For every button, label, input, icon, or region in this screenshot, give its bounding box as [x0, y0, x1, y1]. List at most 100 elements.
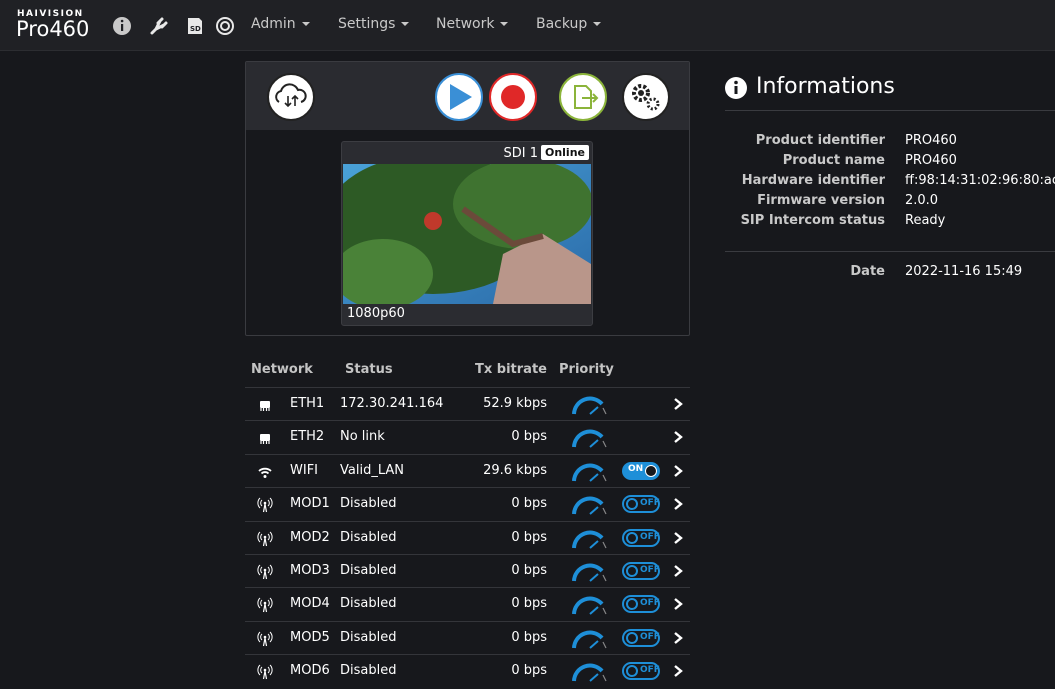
toggle-label: OFF	[640, 498, 660, 509]
interface-name: ETH2	[290, 429, 325, 445]
interface-name: MOD1	[290, 496, 330, 512]
interface-toggle[interactable]: OFF	[622, 495, 660, 514]
network-row: ETH1 172.30.241.164 52.9 kbps	[245, 387, 690, 421]
export-button[interactable]	[559, 73, 607, 121]
brand: HAIVISION	[17, 9, 84, 19]
toggle-label: OFF	[640, 598, 660, 609]
interface-name: MOD2	[290, 529, 330, 545]
row-chevron[interactable]	[672, 531, 684, 549]
row-chevron[interactable]	[672, 631, 684, 649]
svg-text:SD: SD	[190, 25, 201, 33]
info-value: PRO460	[905, 153, 957, 168]
settings-button[interactable]	[622, 73, 670, 121]
priority-gauge[interactable]	[570, 661, 610, 689]
row-chevron[interactable]	[672, 397, 684, 415]
interface-bitrate: 0 bps	[511, 596, 547, 612]
priority-gauge[interactable]	[570, 494, 610, 522]
video-thumbnail	[343, 164, 591, 304]
toggle-knob	[626, 531, 638, 544]
interface-toggle[interactable]: ON	[622, 461, 660, 480]
info-value: Ready	[905, 213, 946, 228]
network-row: WIFI Valid_LAN 29.6 kbps ON	[245, 453, 690, 489]
row-chevron[interactable]	[672, 664, 684, 682]
video-source: SDI 1	[503, 146, 539, 161]
record-button[interactable]	[489, 73, 537, 121]
menu-admin[interactable]: Admin	[251, 16, 310, 32]
interface-status: Disabled	[340, 596, 397, 612]
interface-icon	[257, 631, 273, 651]
interface-icon	[257, 497, 273, 517]
column-header: Priority	[559, 362, 614, 377]
info-value: ff:98:14:31:02:96:80:ac	[905, 173, 1055, 188]
priority-gauge[interactable]	[570, 594, 610, 622]
interface-name: MOD5	[290, 629, 330, 645]
interface-icon	[257, 531, 273, 551]
info-value: 2.0.0	[905, 193, 939, 208]
toggle-label: OFF	[640, 665, 660, 676]
header-icons[interactable]: SD	[112, 15, 237, 37]
info-label: Product name	[782, 153, 885, 168]
column-header: Tx bitrate	[475, 362, 547, 377]
cloud-button[interactable]	[267, 73, 315, 121]
interface-status: Disabled	[340, 563, 397, 578]
interface-bitrate: 0 bps	[511, 663, 547, 679]
toggle-label: OFF	[640, 631, 660, 642]
network-row: ETH2 No link 0 bps	[245, 420, 690, 454]
interface-status: No link	[340, 429, 385, 445]
info-icon	[725, 77, 747, 99]
video-preview: SDI 1 Online 1080p60	[341, 141, 593, 326]
network-row: MOD1 Disabled 0 bps OFF	[245, 487, 690, 521]
row-chevron[interactable]	[672, 497, 684, 515]
interface-icon	[257, 564, 273, 584]
network-row: MOD3 Disabled 0 bps OFF	[245, 554, 690, 588]
toggle-label: OFF	[640, 531, 660, 542]
priority-gauge[interactable]	[570, 628, 610, 656]
column-header: Network	[251, 362, 313, 377]
toggle-knob	[626, 498, 638, 511]
interface-icon	[257, 397, 273, 417]
priority-gauge[interactable]	[570, 528, 610, 556]
toggle-label: ON	[628, 463, 644, 474]
menu-network[interactable]: Network	[436, 16, 508, 32]
interface-toggle[interactable]: OFF	[622, 662, 660, 681]
play-button[interactable]	[435, 73, 483, 121]
network-row: MOD4 Disabled 0 bps OFF	[245, 587, 690, 621]
priority-gauge[interactable]	[570, 427, 610, 455]
interface-name: MOD4	[290, 596, 330, 612]
priority-gauge[interactable]	[570, 461, 610, 489]
network-row: MOD6 Disabled 0 bps OFF	[245, 654, 690, 688]
interface-name: MOD6	[290, 663, 330, 679]
divider	[725, 251, 1055, 252]
toggle-knob	[645, 464, 657, 477]
encoder-panel: SDI 1 Online 1080p60	[245, 61, 690, 336]
row-chevron[interactable]	[672, 464, 684, 482]
row-chevron[interactable]	[672, 597, 684, 615]
menu-backup[interactable]: Backup	[536, 16, 601, 32]
interface-toggle[interactable]: OFF	[622, 595, 660, 614]
interface-status: Valid_LAN	[340, 462, 404, 478]
priority-gauge[interactable]	[570, 394, 610, 422]
top-bar: HAIVISION Pro460 SD Admin Settings Netwo…	[0, 0, 1055, 51]
interface-name: WIFI	[290, 462, 318, 478]
toggle-knob	[626, 565, 638, 577]
info-label: SIP Intercom status	[740, 213, 885, 228]
interface-status: Disabled	[340, 629, 397, 645]
product-name: Pro460	[16, 17, 90, 41]
menu-settings[interactable]: Settings	[338, 16, 409, 32]
interface-toggle[interactable]: OFF	[622, 528, 660, 547]
network-row: MOD2 Disabled 0 bps OFF	[245, 520, 690, 556]
row-chevron[interactable]	[672, 430, 684, 448]
interface-bitrate: 0 bps	[511, 629, 547, 645]
toggle-label: OFF	[640, 565, 660, 575]
toggle-knob	[626, 665, 638, 678]
interface-toggle[interactable]: OFF	[622, 628, 660, 647]
toggle-knob	[626, 598, 638, 611]
interface-bitrate: 0 bps	[511, 563, 547, 578]
interface-toggle[interactable]: OFF	[622, 562, 660, 580]
interface-icon	[257, 430, 273, 450]
interface-status: Disabled	[340, 529, 397, 545]
divider	[725, 110, 1055, 111]
column-header: Status	[345, 362, 393, 377]
row-chevron[interactable]	[672, 564, 684, 582]
priority-gauge[interactable]	[570, 561, 610, 589]
